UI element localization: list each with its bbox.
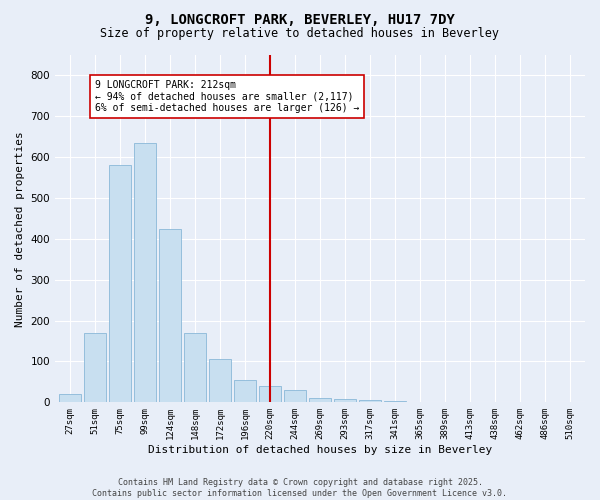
Bar [160, 228, 181, 402]
Bar [284, 390, 305, 402]
Bar [310, 398, 331, 402]
Bar [59, 394, 80, 402]
Bar [334, 399, 356, 402]
Bar [235, 380, 256, 402]
Y-axis label: Number of detached properties: Number of detached properties [15, 131, 25, 326]
Text: Contains HM Land Registry data © Crown copyright and database right 2025.
Contai: Contains HM Land Registry data © Crown c… [92, 478, 508, 498]
Bar [385, 400, 406, 402]
Bar [184, 333, 206, 402]
Bar [259, 386, 281, 402]
Bar [85, 333, 106, 402]
Bar [209, 360, 230, 403]
Bar [109, 166, 131, 402]
Text: Size of property relative to detached houses in Beverley: Size of property relative to detached ho… [101, 28, 499, 40]
Bar [359, 400, 380, 402]
Bar [134, 143, 155, 403]
Text: 9, LONGCROFT PARK, BEVERLEY, HU17 7DY: 9, LONGCROFT PARK, BEVERLEY, HU17 7DY [145, 12, 455, 26]
Text: 9 LONGCROFT PARK: 212sqm
← 94% of detached houses are smaller (2,117)
6% of semi: 9 LONGCROFT PARK: 212sqm ← 94% of detach… [95, 80, 359, 112]
X-axis label: Distribution of detached houses by size in Beverley: Distribution of detached houses by size … [148, 445, 492, 455]
